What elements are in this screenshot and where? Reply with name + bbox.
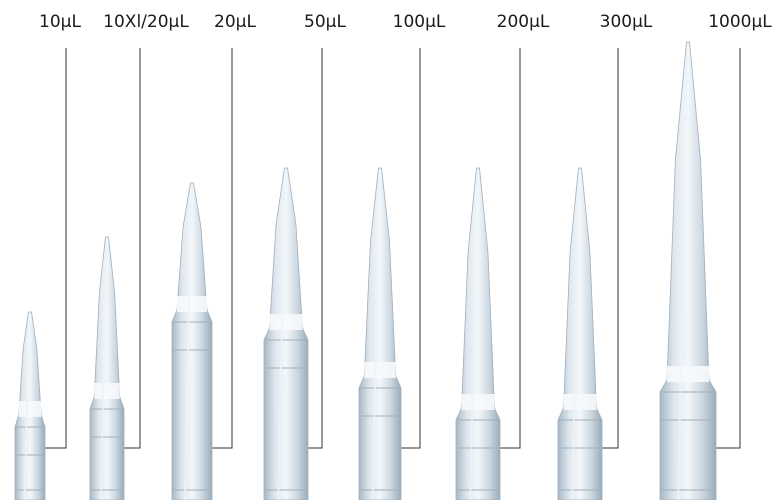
- leader-line-5: [491, 48, 521, 449]
- tip-body-6: [557, 167, 603, 500]
- tip-body-2: [171, 182, 213, 500]
- tip-5: [455, 167, 501, 500]
- tip-band-6: [563, 394, 597, 410]
- tip-7: [659, 41, 717, 500]
- tip-label-50ul: 50µL: [304, 12, 346, 32]
- tip-3: [263, 167, 309, 500]
- leader-line-2: [204, 48, 233, 449]
- leader-line-0: [39, 48, 67, 449]
- tip-body-4: [358, 167, 402, 500]
- leader-line-6: [593, 48, 619, 449]
- leader-line-7: [704, 48, 741, 449]
- leader-lines: [39, 48, 741, 449]
- tip-label-1000ul: 1000µL: [708, 12, 772, 32]
- tip-label-20ul: 20µL: [214, 12, 256, 32]
- tip-body-7: [659, 41, 717, 500]
- leader-line-4: [392, 48, 421, 449]
- tip-band-3: [269, 314, 303, 330]
- tip-highlight-4: [371, 177, 380, 500]
- tip-band-5: [461, 394, 495, 410]
- tip-body-1: [89, 236, 125, 500]
- tip-label-300ul: 300µL: [599, 12, 653, 32]
- tips-group: [14, 41, 717, 500]
- tip-highlight-0: [23, 321, 30, 500]
- tip-band-4: [364, 362, 396, 378]
- tip-highlight-7: [677, 51, 688, 500]
- tip-highlight-6: [571, 177, 580, 500]
- tip-highlight-3: [277, 177, 286, 500]
- tip-band-1: [94, 383, 120, 399]
- tip-label-100ul: 100µL: [392, 12, 446, 32]
- tip-body-5: [455, 167, 501, 500]
- tip-0: [14, 311, 46, 500]
- leader-line-1: [117, 48, 141, 449]
- tip-4: [358, 167, 402, 500]
- tip-2: [171, 182, 213, 500]
- tip-band-7: [667, 366, 709, 382]
- tip-highlight-2: [184, 192, 192, 500]
- tip-6: [557, 167, 603, 500]
- tip-highlight-5: [469, 177, 478, 500]
- tip-label-10ul: 10µL: [39, 12, 81, 32]
- tip-body-3: [263, 167, 309, 500]
- tip-1: [89, 236, 125, 500]
- tip-label-10xl-20ul: 10Xl/20µL: [103, 12, 189, 32]
- tip-highlight-1: [100, 246, 107, 500]
- tip-label-200ul: 200µL: [496, 12, 550, 32]
- tip-band-0: [18, 401, 42, 417]
- tip-band-2: [177, 296, 207, 312]
